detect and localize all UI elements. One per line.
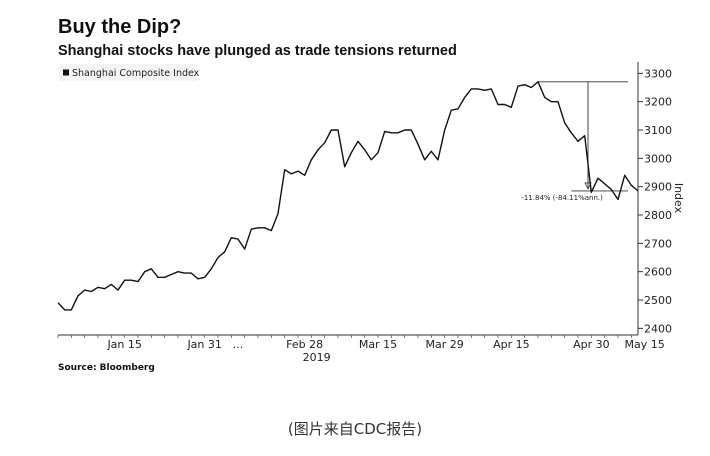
x-tick-label: Apr 30	[573, 338, 610, 351]
annotation-arrow	[584, 182, 592, 190]
y-tick-label: 2900	[644, 181, 672, 194]
legend-swatch	[63, 69, 69, 76]
x-tick-label: ...	[233, 338, 244, 351]
x-tick-label: May 15	[625, 338, 665, 351]
x-tick-label: Jan 15	[106, 338, 141, 351]
chart-title: Buy the Dip?	[58, 16, 182, 38]
y-tick-label: 3000	[644, 152, 672, 165]
chart-subtitle: Shanghai stocks have plunged as trade te…	[58, 43, 457, 59]
legend-box	[59, 64, 197, 81]
y-tick-label: 3300	[644, 67, 672, 80]
x-year-label: 2019	[303, 351, 331, 364]
y-tick-label: 3200	[644, 96, 672, 109]
y-tick-label: 2800	[644, 209, 672, 222]
x-tick-label: Apr 15	[493, 338, 530, 351]
y-tick-label: 3100	[644, 124, 672, 137]
y-tick-label: 2700	[644, 237, 672, 250]
x-tick-label: Jan 31	[186, 338, 221, 351]
annotation-label: -11.84% (-84.11%ann.)	[521, 194, 603, 202]
series-line-shanghai-composite	[57, 81, 639, 311]
x-tick-label: Mar 15	[359, 338, 397, 351]
image-caption: (图片来自CDC报告)	[287, 420, 423, 438]
x-tick-label: Mar 29	[426, 338, 464, 351]
y-tick-label: 2600	[644, 266, 672, 279]
y-tick-label: 2500	[644, 294, 672, 307]
x-tick-label: Feb 28	[286, 338, 323, 351]
y-axis-label: Index	[672, 183, 685, 214]
legend-label: Shanghai Composite Index	[72, 68, 200, 79]
y-tick-label: 2400	[644, 322, 672, 335]
source-note: Source: Bloomberg	[58, 363, 155, 373]
